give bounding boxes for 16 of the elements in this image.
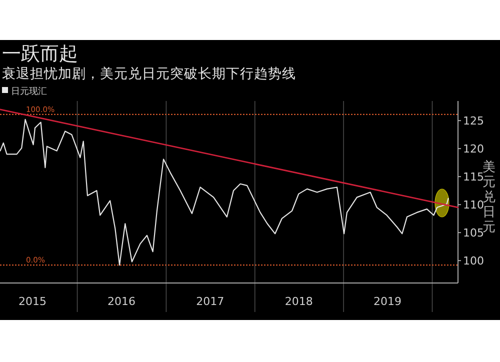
y-axis-title: 美元兑日元 — [482, 159, 496, 235]
y-tick-label: 100 — [463, 254, 484, 268]
y-tick-label: 125 — [463, 114, 484, 128]
chart-subtitle: 衰退担忧加剧，美元兑日元突破长期下行趋势线 — [2, 66, 296, 82]
chart-title: 一跃而起 — [2, 43, 78, 65]
y-tick-label: 105 — [463, 226, 484, 240]
line-series — [0, 118, 449, 266]
y-tick-label: 120 — [463, 142, 484, 156]
legend-label: 日元现汇 — [11, 86, 47, 97]
x-tick-label: 2016 — [107, 295, 136, 308]
x-tick-label: 2017 — [196, 295, 224, 308]
y-tick-label: 115 — [463, 170, 484, 184]
x-tick-label: 2018 — [284, 295, 313, 308]
y-tick-label: 110 — [463, 198, 484, 212]
x-tick-label: 2015 — [18, 295, 47, 308]
x-tick-label: 2019 — [374, 295, 402, 308]
